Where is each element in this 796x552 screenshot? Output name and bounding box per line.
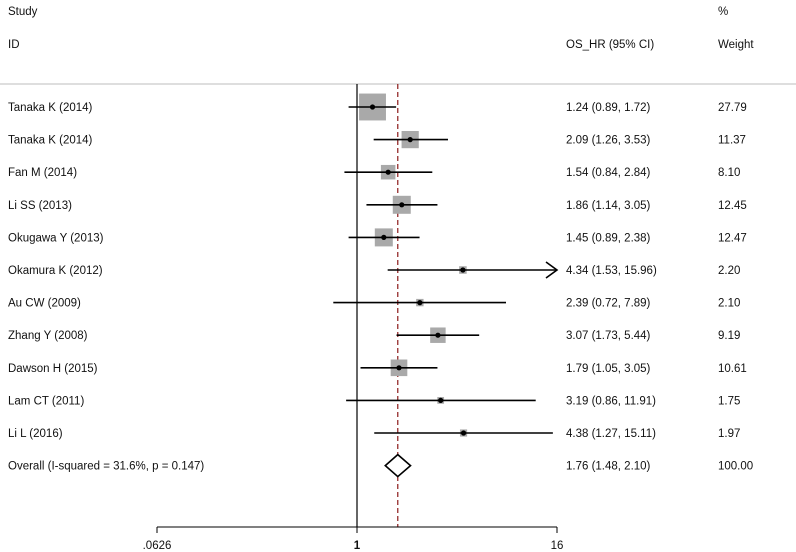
study-weight-text: 1.97: [718, 428, 740, 440]
study-ci-text: 3.19 (0.86, 11.91): [566, 395, 656, 407]
x-axis: .0626 1 16: [143, 526, 564, 552]
x-tick-label: 16: [551, 540, 564, 552]
overall-diamond: [384, 453, 412, 478]
header-id: ID: [8, 39, 20, 51]
study-weight-text: 8.10: [718, 167, 740, 179]
study-ci-text: 1.54 (0.84, 2.84): [566, 167, 651, 179]
x-tick-label: 1: [354, 540, 361, 552]
study-ci-text: 4.38 (1.27, 15.11): [566, 428, 656, 440]
study-weight-text: 27.79: [718, 102, 747, 114]
study-ci-text: 1.24 (0.89, 1.72): [566, 102, 651, 114]
study-weight-text: 2.10: [718, 298, 740, 310]
overall-label: Overall (I-squared = 31.6%, p = 0.147): [8, 461, 204, 473]
point-estimate: [460, 267, 466, 273]
point-estimate: [381, 234, 387, 240]
header-weight: Weight: [718, 39, 754, 51]
study-label: Lam CT (2011): [8, 395, 84, 407]
study-weight-text: 1.75: [718, 395, 740, 407]
x-tick-label: .0626: [143, 540, 172, 552]
point-estimate: [396, 365, 402, 371]
study-label: Li SS (2013): [8, 200, 72, 212]
overall-ci-text: 1.76 (1.48, 2.10): [566, 461, 651, 473]
study-label: Zhang Y (2008): [8, 330, 88, 342]
study-ci-text: 1.79 (1.05, 3.05): [566, 363, 651, 375]
header-study: Study: [8, 6, 38, 18]
point-estimate: [399, 202, 405, 208]
study-weight-text: 9.19: [718, 330, 740, 342]
study-weight-text: 11.37: [718, 135, 746, 147]
study-weight-text: 10.61: [718, 363, 747, 375]
study-ci-text: 3.07 (1.73, 5.44): [566, 330, 651, 342]
point-estimate: [417, 300, 423, 306]
header-percent: %: [718, 6, 728, 18]
point-estimate: [369, 104, 376, 110]
header-hr: OS_HR (95% CI): [566, 39, 654, 51]
study-label: Au CW (2009): [8, 298, 81, 310]
study-weight-text: 12.47: [718, 232, 747, 244]
study-label: Tanaka K (2014): [8, 135, 93, 147]
study-ci-text: 2.39 (0.72, 7.89): [566, 298, 651, 310]
study-label: Dawson H (2015): [8, 363, 98, 375]
study-label: Li L (2016): [8, 428, 63, 440]
study-ci-text: 4.34 (1.53, 15.96): [566, 265, 657, 277]
ci-arrow: [545, 261, 559, 279]
point-estimate: [407, 137, 413, 143]
study-weight-text: 2.20: [718, 265, 740, 277]
study-weight-text: 12.45: [718, 200, 747, 212]
study-label: Fan M (2014): [8, 167, 77, 179]
study-label: Tanaka K (2014): [8, 102, 93, 114]
study-ci-text: 1.45 (0.89, 2.38): [566, 232, 651, 244]
study-label: Okugawa Y (2013): [8, 232, 104, 244]
point-estimate: [385, 169, 391, 175]
study-ci-text: 1.86 (1.14, 3.05): [566, 200, 651, 212]
plot-marks: [333, 84, 559, 527]
overall-weight-text: 100.00: [718, 461, 753, 473]
study-ci-text: 2.09 (1.26, 3.53): [566, 135, 651, 147]
point-estimate: [460, 430, 467, 436]
point-estimate: [435, 332, 441, 338]
study-rows: Tanaka K (2014) 1.24 (0.89, 1.72) 27.79 Tan…: [8, 102, 753, 473]
point-estimate: [438, 397, 444, 403]
study-label: Okamura K (2012): [8, 265, 103, 277]
